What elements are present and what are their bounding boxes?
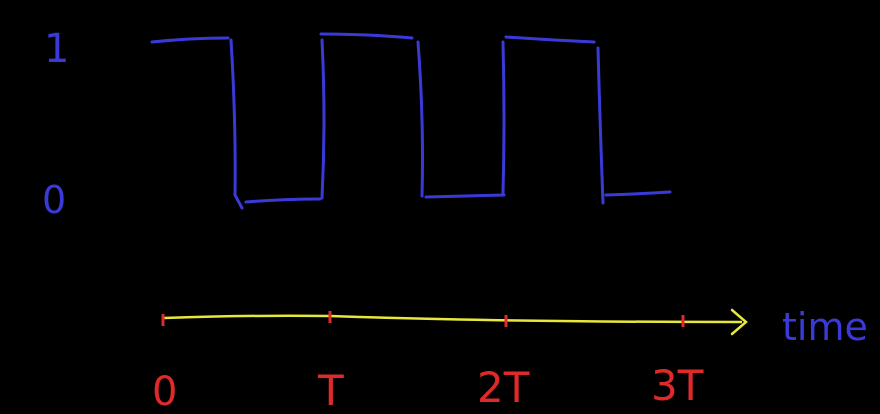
- wave-edge-2: [320, 38, 326, 200]
- tick-label-3T: 3T: [651, 361, 704, 410]
- wave-low-3: [604, 190, 672, 197]
- time-axis-line: [163, 314, 743, 324]
- wave-edge-1b: [233, 193, 244, 210]
- y-label-high: 1: [44, 26, 69, 72]
- y-label-low: 0: [42, 178, 66, 222]
- time-axis-arrowhead: [730, 308, 748, 336]
- wave-edge-4: [501, 40, 506, 195]
- wave-high-1: [150, 36, 230, 44]
- wave-high-3: [504, 35, 596, 44]
- tick-label-0: 0: [152, 369, 177, 414]
- wave-edge-1: [229, 38, 237, 197]
- wave-edge-5: [596, 46, 605, 205]
- tick-label-T: T: [317, 366, 344, 414]
- square-wave: [150, 32, 672, 210]
- time-axis: 0 T 2T 3T time: [152, 305, 868, 414]
- tick-label-2T: 2T: [477, 363, 530, 412]
- wave-edge-3: [416, 40, 424, 198]
- wave-low-2: [424, 193, 506, 199]
- wave-low-1: [244, 197, 322, 204]
- wave-high-2: [319, 32, 414, 40]
- time-axis-label: time: [782, 305, 868, 349]
